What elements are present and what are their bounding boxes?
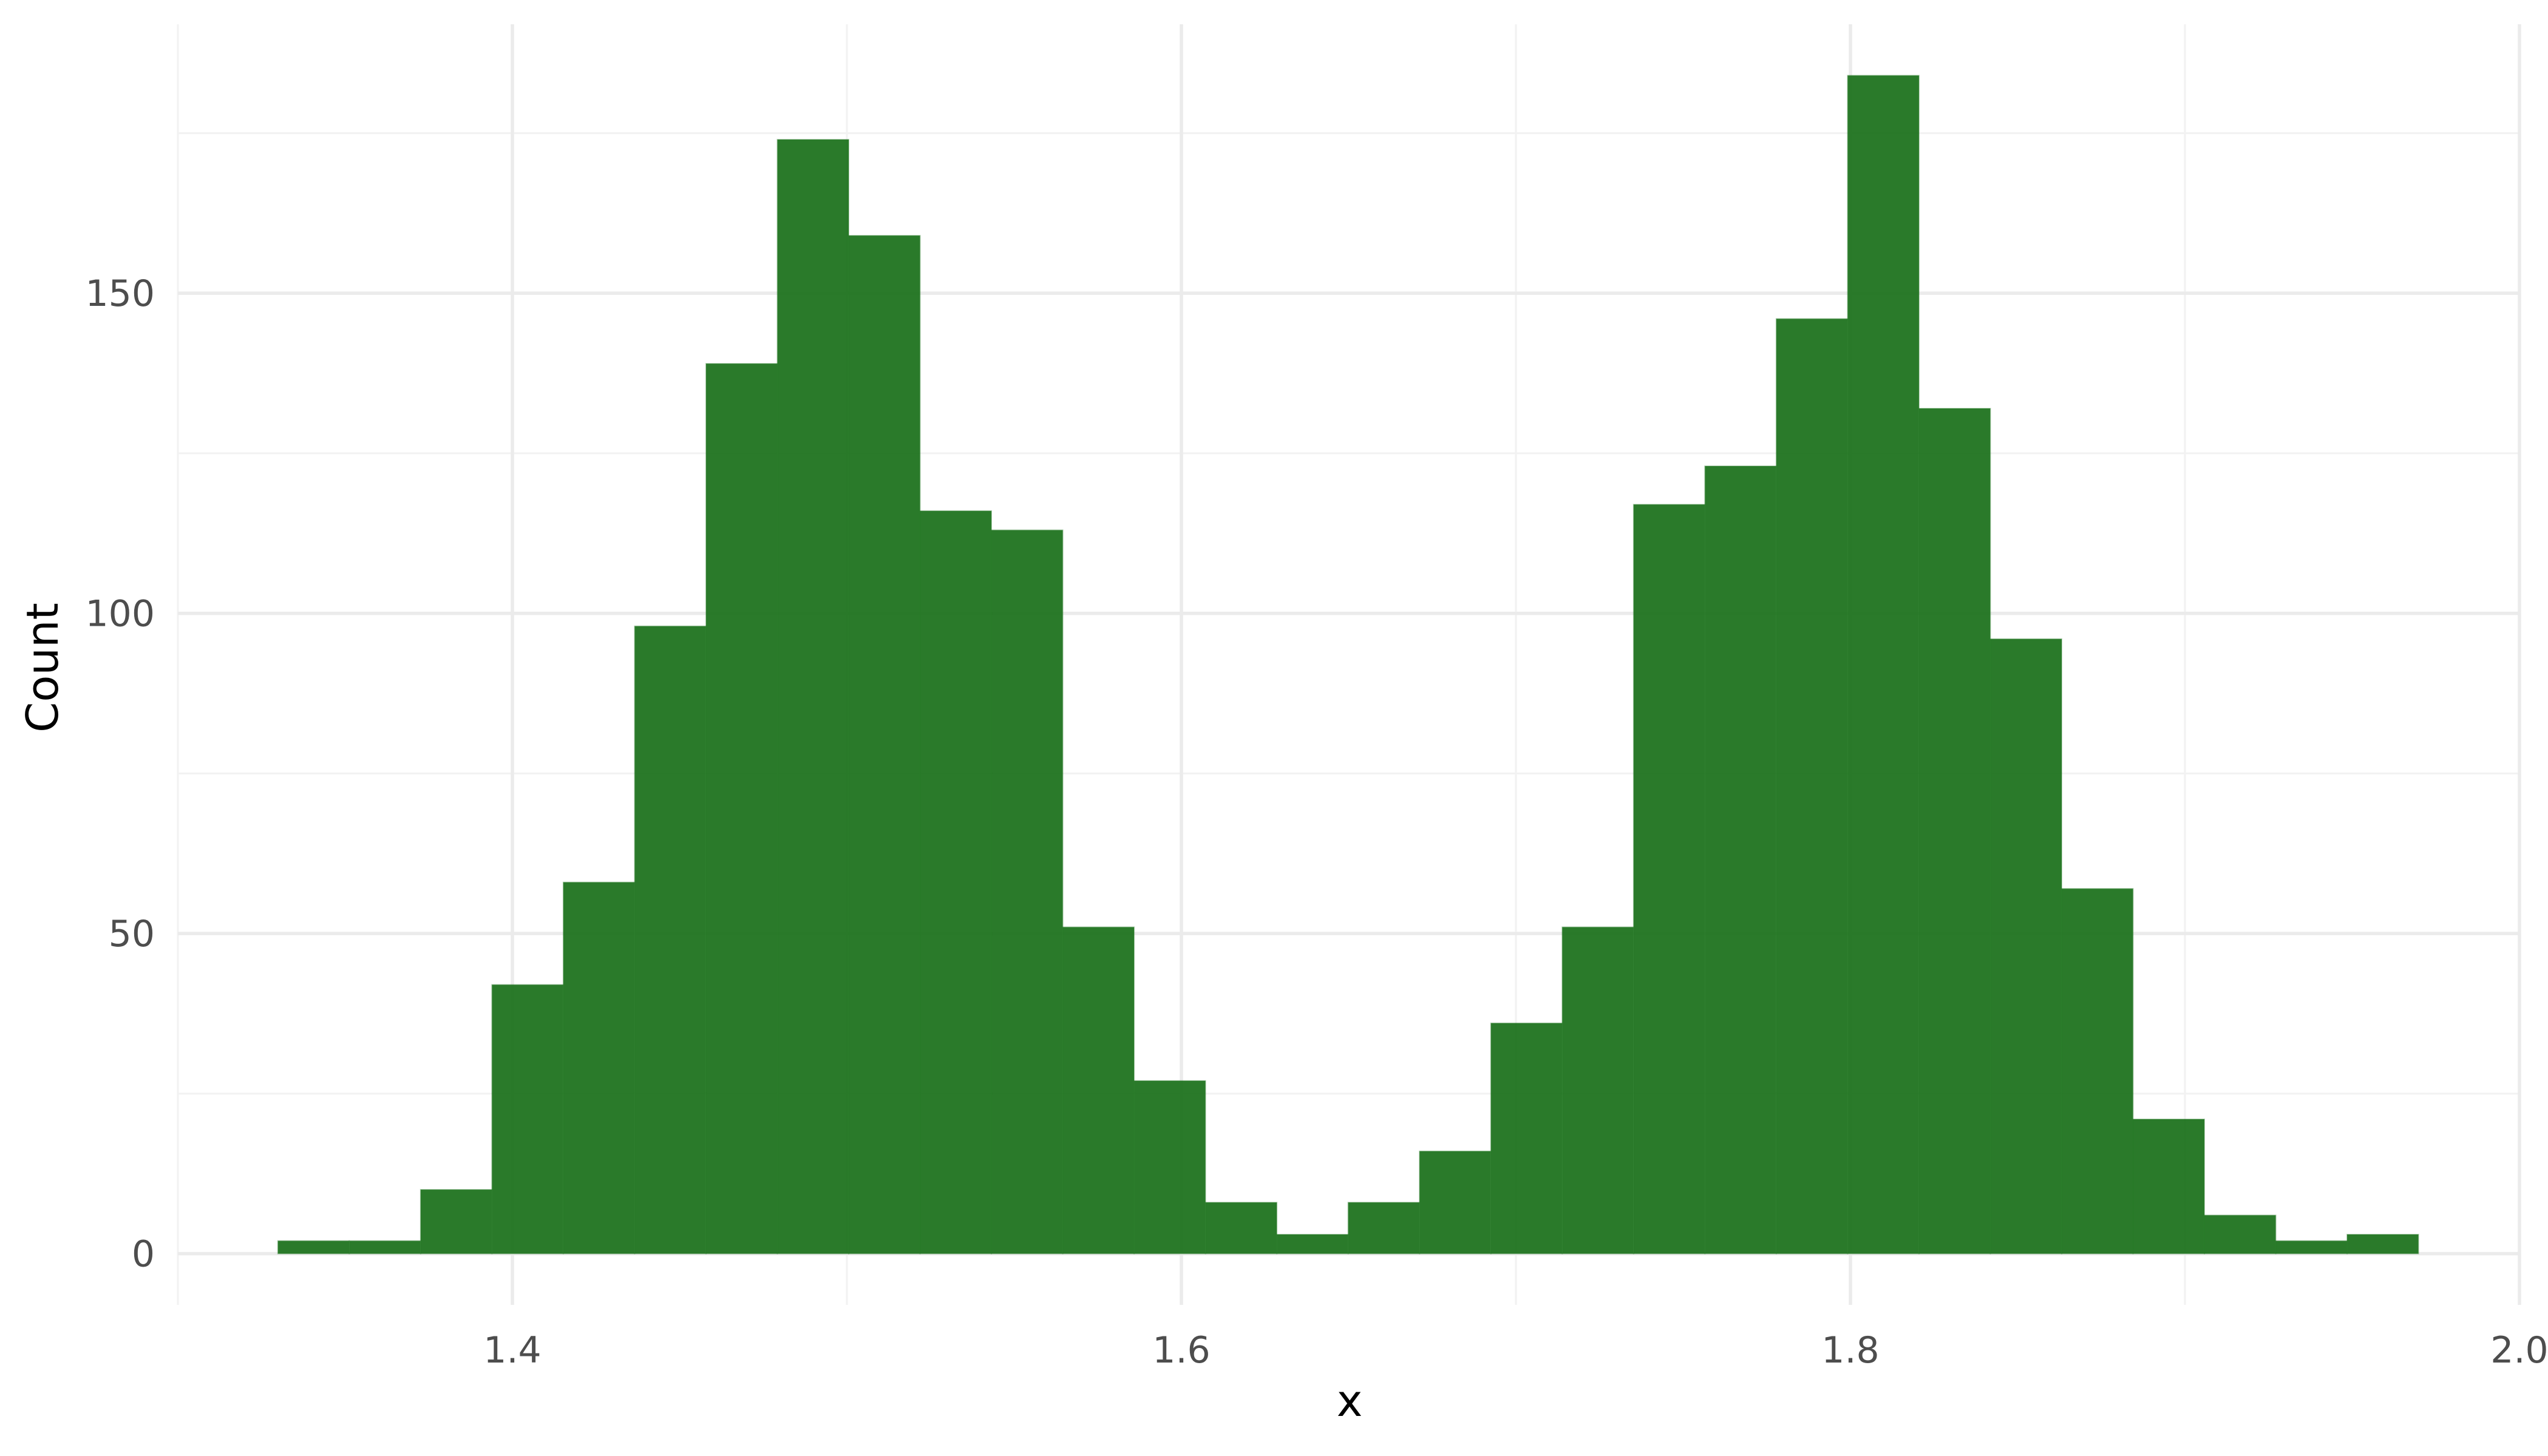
- histogram-bar: [848, 235, 921, 1255]
- histogram-bar: [705, 363, 778, 1255]
- histogram-bar: [1419, 1150, 1492, 1255]
- y-tick-label: 50: [109, 913, 155, 955]
- histogram-bar: [562, 881, 636, 1255]
- x-axis-title: x: [1337, 1375, 1363, 1426]
- histogram-bar: [776, 138, 849, 1255]
- x-tick-label: 1.4: [483, 1329, 541, 1372]
- histogram-bar: [991, 529, 1064, 1255]
- histogram-bars: [277, 75, 2419, 1255]
- histogram-bar: [2204, 1214, 2277, 1255]
- histogram-bar: [1918, 408, 1991, 1255]
- histogram-bar: [420, 1189, 493, 1255]
- histogram-bar: [1989, 638, 2062, 1255]
- histogram-bar: [2060, 888, 2134, 1255]
- y-tick-label: 150: [85, 273, 155, 315]
- y-axis-title: Count: [17, 603, 68, 733]
- histogram-bar: [277, 1240, 350, 1255]
- histogram-bar: [1561, 926, 1634, 1255]
- histogram-bar: [1847, 75, 1920, 1255]
- histogram-bar: [1062, 926, 1135, 1255]
- histogram-bar: [634, 625, 707, 1255]
- histogram-bar: [1704, 465, 1777, 1255]
- x-axis-tick-labels: 1.4 1.6 1.8 2.0: [483, 1329, 2548, 1372]
- y-tick-label: 100: [85, 593, 155, 635]
- histogram-bar: [2346, 1233, 2419, 1255]
- histogram-bar: [1775, 318, 1849, 1255]
- x-tick-label: 1.8: [1821, 1329, 1879, 1372]
- histogram-bar: [1204, 1202, 1278, 1255]
- histogram-bar: [1276, 1233, 1349, 1255]
- x-tick-label: 2.0: [2490, 1329, 2548, 1372]
- y-tick-label: 0: [132, 1233, 155, 1276]
- histogram-bar: [1632, 504, 1706, 1255]
- histogram-bar: [1347, 1202, 1421, 1255]
- histogram-bar: [2275, 1240, 2348, 1255]
- histogram-bar: [348, 1240, 421, 1255]
- y-axis-tick-labels: 0 50 100 150: [85, 273, 155, 1276]
- x-tick-label: 1.6: [1152, 1329, 1210, 1372]
- histogram-bar: [2132, 1119, 2206, 1255]
- histogram-bar: [919, 510, 993, 1255]
- histogram-bar: [491, 984, 564, 1255]
- histogram-bar: [1133, 1080, 1206, 1255]
- histogram-bar: [1490, 1022, 1563, 1255]
